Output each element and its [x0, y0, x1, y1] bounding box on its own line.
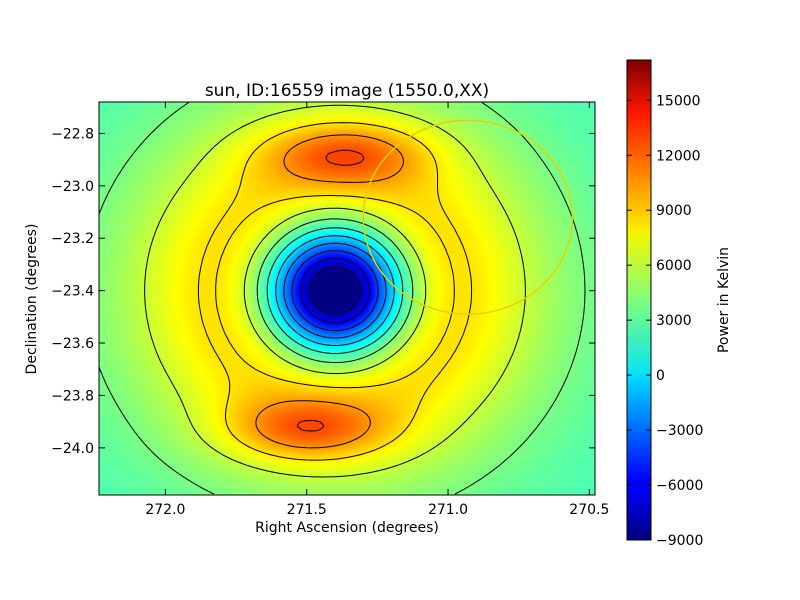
contour-level — [309, 266, 361, 315]
colorbar-ticks: −9000 −6000 −3000 0 3000 6000 9000 12000 15000 — [627, 93, 703, 549]
y-tick-label: −24.0 — [51, 441, 94, 457]
y-axis-label: Declination (degrees) — [24, 224, 40, 375]
x-axis: 272.0 271.5 271.0 270.5 — [145, 102, 609, 518]
plot-frame — [98, 101, 596, 496]
contour-level — [296, 149, 365, 432]
solar-power-heatmap — [99, 102, 595, 495]
contour-level — [255, 134, 404, 449]
y-tick-label: −23.8 — [51, 388, 94, 404]
x-tick-label: 272.0 — [145, 502, 185, 518]
contour-level — [197, 122, 473, 461]
contour-level — [299, 257, 371, 324]
contour-lines — [99, 102, 586, 495]
colorbar-tick-label: −3000 — [656, 423, 703, 439]
contour-level — [275, 235, 395, 346]
contour-level — [291, 250, 379, 332]
x-tick-label: 271.5 — [287, 502, 327, 518]
colorbar-label: Power in Kelvin — [716, 247, 732, 353]
colorbar-tick-label: 3000 — [656, 313, 692, 329]
y-axis: −22.8 −23.0 −23.2 −23.4 −23.6 −23.8 −24.0 — [51, 126, 595, 457]
chart-title: sun, ID:16559 image (1550.0,XX) — [205, 81, 489, 101]
colorbar-tick-label: 6000 — [656, 258, 692, 274]
y-tick-label: −23.4 — [51, 284, 94, 300]
x-tick-label: 271.0 — [428, 502, 468, 518]
colorbar-tick-label: 9000 — [656, 203, 692, 219]
colorbar-tick-label: −9000 — [656, 533, 703, 549]
contour-level — [266, 227, 404, 354]
contour-level — [99, 102, 586, 495]
contour-level — [283, 242, 387, 339]
x-tick-label: 270.5 — [569, 502, 609, 518]
overlay-circle — [362, 119, 574, 315]
y-tick-label: −22.8 — [51, 126, 94, 142]
x-axis-label: Right Ascension (degrees) — [255, 520, 439, 536]
y-tick-label: −23.6 — [51, 336, 94, 352]
colorbar-tick-label: −6000 — [656, 478, 703, 494]
colorbar-tick-label: 12000 — [656, 148, 701, 164]
y-tick-label: −23.2 — [51, 231, 94, 247]
colorbar — [626, 59, 652, 541]
colorbar-tick-label: 15000 — [656, 93, 701, 109]
y-tick-label: −23.0 — [51, 179, 94, 195]
contour-level — [144, 104, 526, 478]
overlay-circle-group — [362, 119, 574, 315]
colorbar-tick-label: 0 — [656, 368, 665, 384]
